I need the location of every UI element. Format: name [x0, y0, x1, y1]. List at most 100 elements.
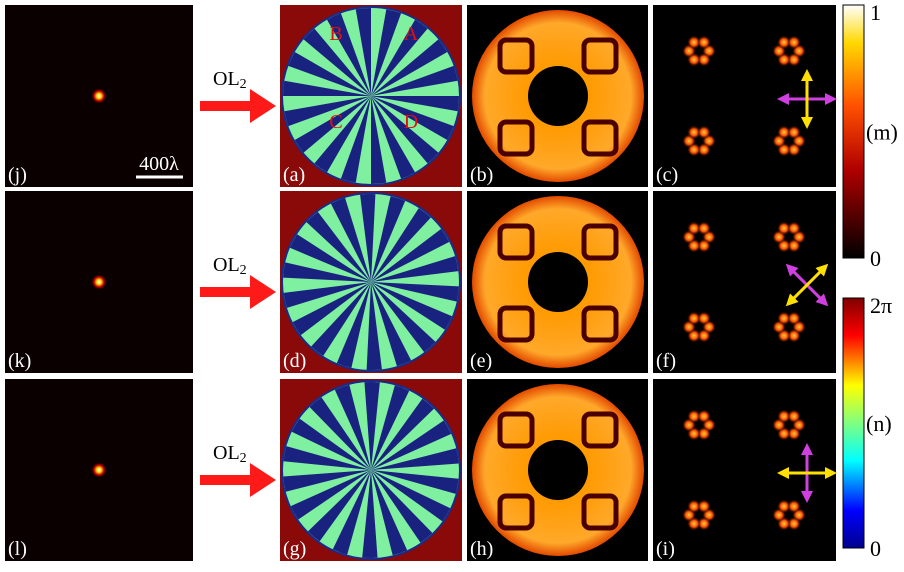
- target-wedge: [371, 398, 435, 470]
- target-wedge: [371, 448, 459, 470]
- target-wedge: [332, 470, 371, 555]
- pattern-blob: [787, 238, 801, 253]
- target-wedge: [371, 9, 402, 97]
- pattern-blob: [697, 516, 711, 531]
- panel-label: (k): [8, 350, 31, 372]
- panel-label: (l): [8, 538, 27, 560]
- ring-hole: [528, 440, 588, 500]
- target-wedge: [294, 96, 371, 153]
- target-wedge: [371, 385, 410, 470]
- pattern-blob: [787, 311, 801, 326]
- target-wedge: [311, 282, 371, 356]
- colorbar-n: [842, 297, 865, 549]
- quadrant-label: B: [329, 23, 342, 45]
- target-wedge: [309, 397, 371, 470]
- ring-square: [581, 119, 619, 157]
- pattern-blob: [687, 125, 701, 140]
- arrow: [200, 89, 276, 123]
- pattern-panel: [653, 5, 836, 187]
- pattern-blob: [687, 35, 701, 50]
- pattern-blob: [787, 142, 801, 157]
- target-wedge: [371, 282, 436, 353]
- pattern-blob: [777, 499, 791, 514]
- focal-spot: [92, 463, 106, 477]
- target-wedge: [289, 234, 371, 282]
- pattern-blob: [697, 328, 711, 343]
- target-wedge: [364, 382, 380, 470]
- target-wedge: [371, 228, 450, 282]
- target-wedge: [371, 96, 439, 164]
- target-wedge: [340, 96, 371, 183]
- colorbar-m: [842, 4, 865, 259]
- target-wedge: [336, 282, 371, 368]
- panel-label: (f): [656, 350, 676, 372]
- target-wedge: [283, 446, 371, 470]
- pattern-blob: [777, 409, 791, 424]
- lens-text: OL: [213, 254, 240, 276]
- pattern-blob: [787, 426, 801, 441]
- target-wedge: [303, 28, 371, 96]
- panel-label: (i): [656, 538, 675, 560]
- ring-square: [497, 119, 535, 157]
- scale-bar-label: 400λ: [139, 153, 179, 175]
- colorbar-name: (m): [866, 120, 898, 145]
- pattern-blob: [787, 125, 801, 140]
- target-wedge: [371, 282, 412, 367]
- pattern-blob: [697, 409, 711, 424]
- target-wedge: [371, 39, 448, 96]
- pattern-blob: [777, 221, 791, 236]
- colorbar-max: 1: [870, 0, 881, 25]
- quadrant-label: C: [329, 111, 342, 133]
- pattern-blob: [787, 409, 801, 424]
- target-wedge: [371, 420, 452, 470]
- pattern-blob: [697, 238, 711, 253]
- pattern-blob: [787, 221, 801, 236]
- target-wedge: [283, 282, 371, 308]
- pattern-blob: [697, 499, 711, 514]
- colorbar-min: 0: [870, 246, 881, 271]
- pattern-blob: [787, 328, 801, 343]
- ring-square: [497, 223, 535, 261]
- target-wedge: [291, 418, 371, 470]
- colorbar-name: (n): [866, 411, 892, 436]
- pattern-blob: [777, 125, 791, 140]
- target-wedge: [371, 96, 459, 112]
- pattern-blob: [687, 311, 701, 326]
- quadrant-label: D: [404, 111, 418, 133]
- ring-square: [581, 493, 619, 531]
- target-wedge: [371, 470, 451, 522]
- ring-square: [581, 223, 619, 261]
- target-wedge: [371, 65, 458, 96]
- lens-text: OL: [213, 68, 240, 90]
- target-wedge: [307, 470, 371, 542]
- quadrant-label: A: [404, 23, 419, 45]
- colorbar-max: 2π: [870, 293, 892, 318]
- target-wedge: [371, 470, 459, 494]
- panel-label: (e): [470, 350, 492, 372]
- focal-spot: [92, 89, 106, 103]
- pattern-blob: [777, 35, 791, 50]
- target-wedge: [283, 470, 371, 492]
- pattern-blob: [697, 125, 711, 140]
- ring-square: [581, 411, 619, 449]
- panel-label: (b): [470, 164, 493, 186]
- target-wedge: [366, 282, 382, 370]
- panel-label: (d): [283, 350, 306, 372]
- pattern-blob: [697, 221, 711, 236]
- target-wedge: [371, 208, 431, 282]
- target-wedge: [362, 470, 378, 558]
- ring-square: [497, 493, 535, 531]
- target-wedge: [360, 194, 376, 282]
- pattern-blob: [787, 52, 801, 67]
- lens-label: OL2: [213, 254, 247, 278]
- target-wedge: [284, 96, 371, 127]
- target-wedge: [371, 256, 459, 282]
- arrow: [200, 463, 276, 497]
- target-wedge: [371, 282, 459, 302]
- ring-square: [497, 37, 535, 75]
- target-wedge: [306, 211, 371, 282]
- pattern-blob: [787, 35, 801, 50]
- lens-subscript: 2: [240, 451, 247, 466]
- target-wedge: [334, 384, 371, 470]
